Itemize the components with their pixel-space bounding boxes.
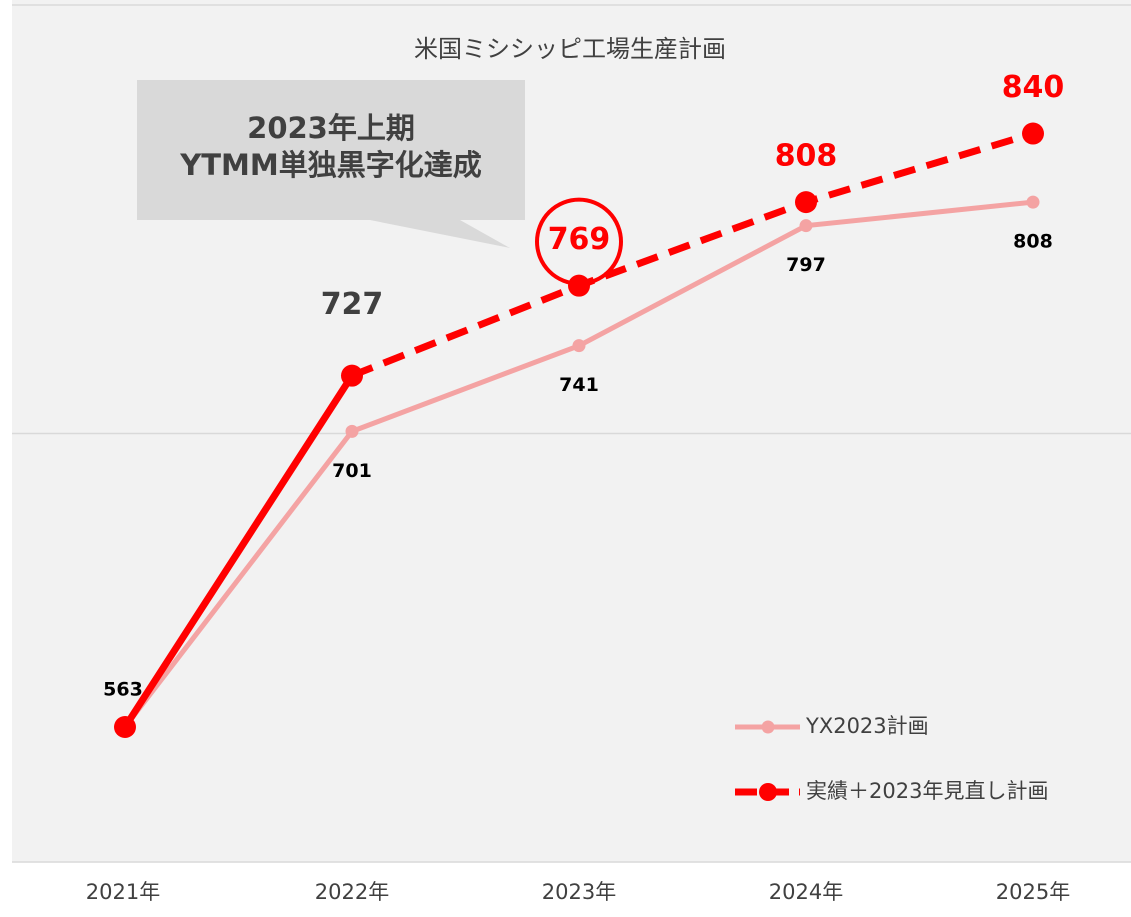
marker	[341, 364, 363, 387]
marker	[1022, 122, 1044, 145]
x-tick-label: 2024年	[769, 880, 843, 904]
marker	[568, 274, 590, 297]
callout-text: 2023年上期	[247, 111, 415, 145]
data-label: 808	[775, 139, 838, 174]
marker	[345, 424, 359, 438]
legend-marker	[759, 783, 777, 801]
data-label: 797	[786, 254, 826, 276]
legend-marker	[761, 720, 775, 734]
marker	[572, 339, 586, 353]
legend-label: YX2023計画	[805, 714, 929, 738]
x-tick-label: 2025年	[996, 880, 1070, 904]
marker	[114, 716, 136, 739]
data-label: 769	[548, 222, 611, 257]
data-label: 840	[1002, 70, 1065, 105]
callout	[137, 80, 525, 248]
line	[350, 130, 1035, 379]
marker	[795, 191, 817, 214]
chart-title: 米国ミシシッピ工場生産計画	[414, 35, 726, 63]
data-label: 727	[321, 287, 384, 322]
data-label: 741	[559, 374, 599, 396]
data-label: 701	[332, 460, 372, 482]
x-tick-label: 2022年	[315, 880, 389, 904]
marker	[799, 219, 813, 233]
marker	[1026, 195, 1040, 209]
x-tick-label: 2023年	[542, 880, 616, 904]
data-label: 808	[1013, 231, 1053, 253]
legend-label: 実績＋2023年見直し計画	[806, 779, 1048, 803]
line	[122, 373, 355, 729]
x-tick-label: 2021年	[86, 880, 160, 904]
callout-text: YTMM単独黒字化達成	[179, 148, 482, 182]
data-label: 563	[103, 679, 143, 701]
highlight-circle	[535, 197, 623, 286]
